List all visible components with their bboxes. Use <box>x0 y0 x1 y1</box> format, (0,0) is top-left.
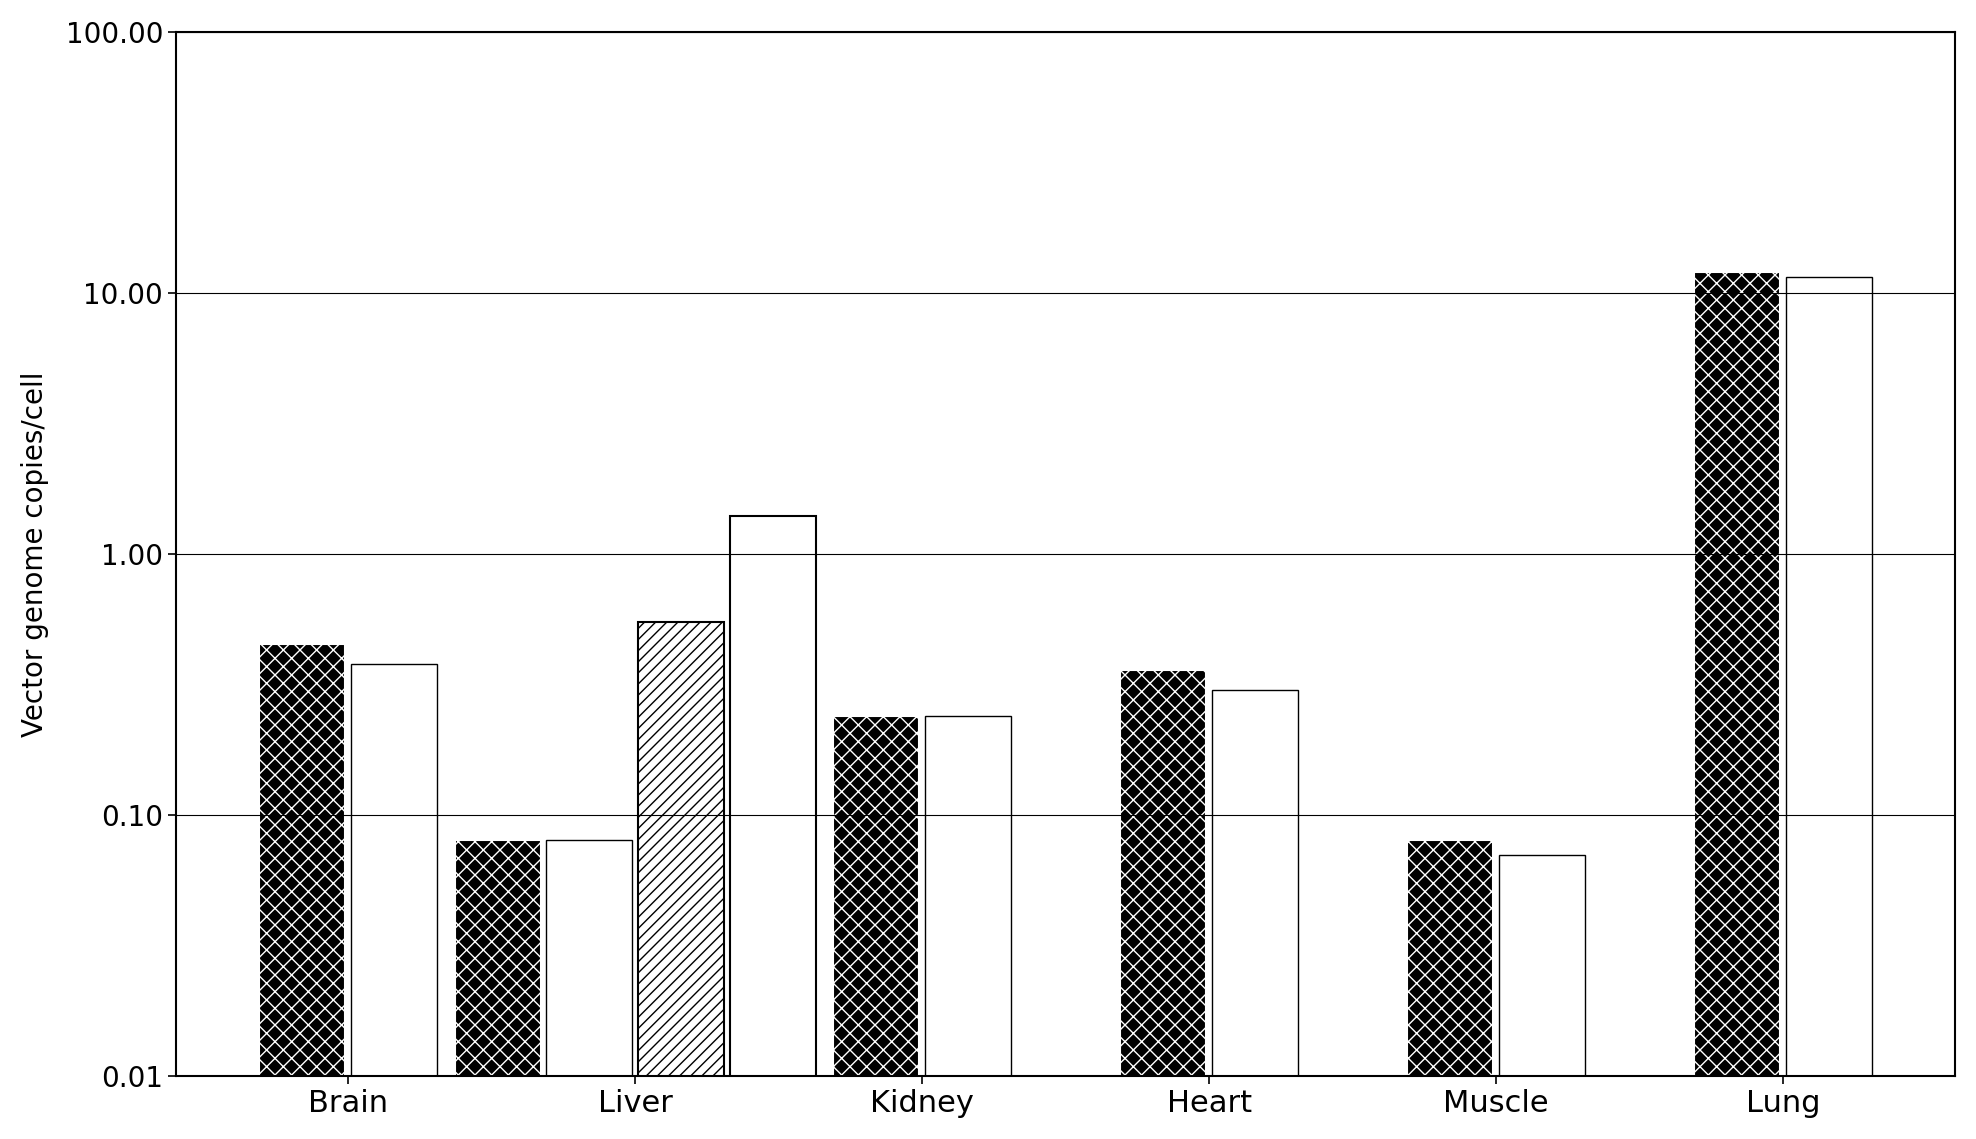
Bar <box>925 715 1012 1139</box>
Y-axis label: Vector genome copies/cell: Vector genome copies/cell <box>22 371 49 737</box>
Bar <box>1211 690 1298 1139</box>
Bar <box>1693 272 1780 1139</box>
Bar <box>1120 670 1205 1139</box>
Bar <box>834 715 919 1139</box>
Bar <box>454 841 541 1139</box>
Bar <box>259 645 346 1139</box>
Bar <box>1407 841 1494 1139</box>
Bar <box>352 664 437 1139</box>
Bar <box>1786 277 1871 1139</box>
Bar <box>1500 855 1585 1139</box>
Bar <box>545 841 632 1139</box>
Bar <box>638 622 725 1139</box>
Bar <box>729 516 816 1139</box>
